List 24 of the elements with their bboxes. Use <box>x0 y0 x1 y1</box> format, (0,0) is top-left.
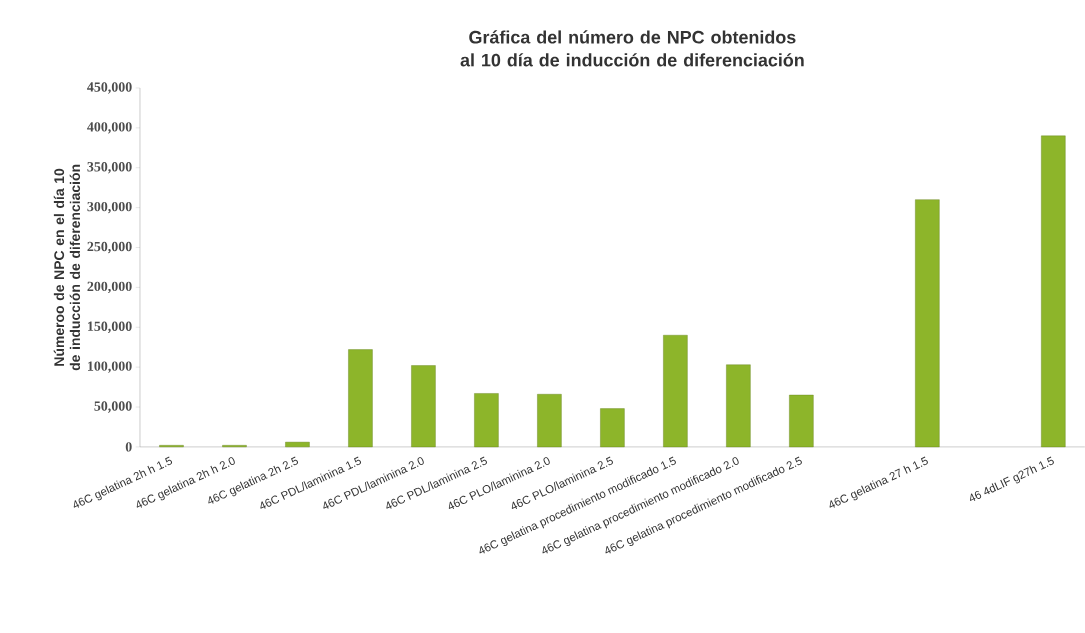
chart-title: Gráfica del número de NPC obtenidos al 10 día de inducción de diferenciación <box>460 30 804 67</box>
y-tick-label: 400,000 <box>87 122 132 134</box>
y-tick-label: 250,000 <box>87 241 132 254</box>
bar <box>1041 135 1066 448</box>
bar <box>789 394 814 448</box>
y-tick-label: 150,000 <box>88 321 132 334</box>
x-tick-label: 46 4dLIF g27h 1.5 <box>969 456 1054 502</box>
y-tick-label: 0 <box>125 442 132 452</box>
bar <box>348 349 373 448</box>
bar <box>726 364 751 448</box>
bar <box>600 408 625 448</box>
bar <box>537 394 562 448</box>
bar <box>915 199 940 448</box>
y-axis-title: Númeroo de NPC en el día 10 de inducción de diferenciación <box>53 164 81 371</box>
bar <box>474 393 499 448</box>
bar <box>663 335 688 448</box>
bar <box>285 441 310 448</box>
y-tick-label: 50,000 <box>94 401 132 413</box>
y-tick-label: 300,000 <box>87 201 132 214</box>
y-tick-label: 450,000 <box>87 82 132 94</box>
y-tick-label: 200,000 <box>87 281 132 294</box>
bar <box>411 365 436 448</box>
y-tick-label: 350,000 <box>87 162 132 174</box>
y-tick-label: 100,000 <box>88 361 132 373</box>
